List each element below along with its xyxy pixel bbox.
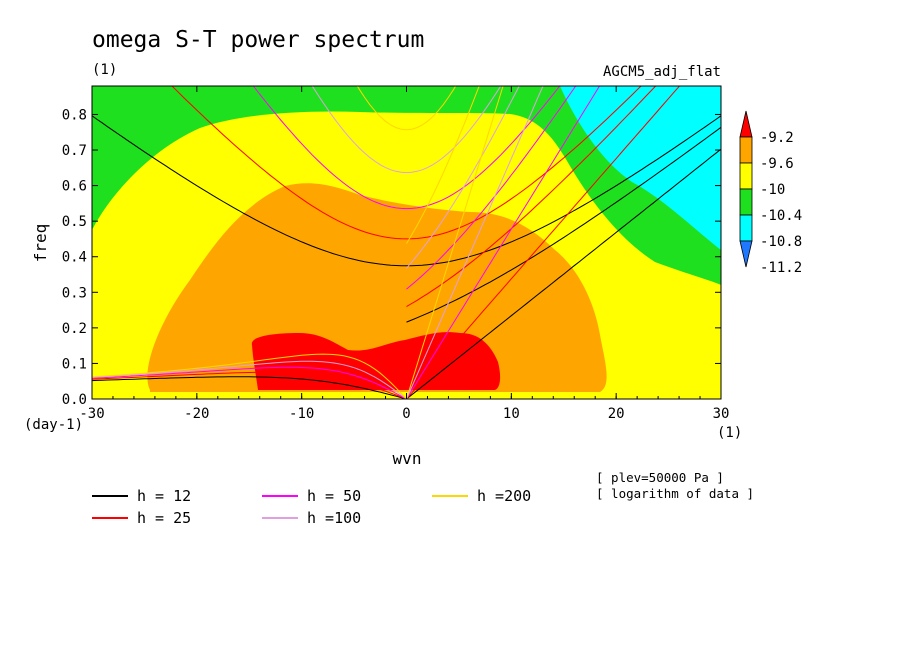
plot-area (92, 86, 721, 399)
x-tick-label: 20 (608, 406, 625, 422)
chart-subtitle-right: AGCM5_adj_flat (603, 64, 721, 80)
chart-subtitle-left: (1) (92, 62, 117, 78)
dispersion-curves (92, 86, 721, 399)
colorbar-segment (739, 136, 753, 164)
y-axis-unit: (day-1) (24, 417, 83, 433)
colorbar-label: -9.2 (760, 130, 794, 146)
dispersion-h50-er (92, 366, 407, 399)
colorbar-segment (739, 162, 753, 190)
dispersion-h50-mrg (406, 86, 577, 290)
colorbar-segment (739, 188, 753, 216)
legend-label: h =200 (477, 487, 531, 505)
colorbar: -9.2 -9.6 -10 -10.4 -10.8 -11.2 (739, 110, 802, 276)
x-tick-label: 10 (503, 406, 520, 422)
dispersion-h100-kelvin (406, 86, 544, 399)
dispersion-h200-kelvin (406, 86, 504, 399)
y-tick-label: 0.1 (62, 356, 87, 372)
note-plev: [ plev=50000 Pa ] (596, 470, 724, 485)
dispersion-h200-er (92, 353, 407, 399)
legend-label: h = 25 (137, 509, 191, 527)
y-tick-label: 0.5 (62, 214, 87, 230)
x-axis-unit: (1) (717, 425, 742, 441)
colorbar-label: -10.8 (760, 234, 802, 250)
legend-label: h = 12 (137, 487, 191, 505)
dispersion-h50-ig (252, 86, 561, 210)
y-tick-label: 0.2 (62, 321, 87, 337)
dispersion-h12-er (92, 376, 407, 399)
legend: h = 12 h = 25 h = 50 h =100 h =200 (92, 487, 531, 527)
x-tick-label: -20 (184, 406, 209, 422)
x-tick-label: -30 (79, 406, 104, 422)
dispersion-h25-kelvin (406, 86, 681, 399)
dispersion-h200-ig (356, 86, 457, 131)
dispersion-h200-mrg (406, 86, 480, 244)
dispersion-h100-ig (311, 86, 502, 174)
y-tick-label: 0.4 (62, 250, 87, 266)
dispersion-h100-er (92, 360, 407, 399)
y-axis-label: freq (31, 224, 50, 263)
colorbar-label: -11.2 (760, 260, 802, 276)
legend-label: h = 50 (307, 487, 361, 505)
x-tick-label: -10 (289, 406, 314, 422)
colorbar-label: -10 (760, 182, 785, 198)
colorbar-segment (739, 214, 753, 242)
colorbar-label: -10.4 (760, 208, 802, 224)
dispersion-h25-mrg (406, 86, 657, 308)
y-tick-label: 0.3 (62, 285, 87, 301)
axes: -30 -20 -10 0 10 20 30 0.0 0.1 0.2 0.3 0.4 0.5 0.6 0.7… (62, 86, 730, 422)
dispersion-h100-mrg (406, 86, 520, 269)
x-axis-label: wvn (393, 449, 422, 468)
colorbar-label: -9.6 (760, 156, 794, 172)
x-tick-label: 0 (402, 406, 410, 422)
dispersion-h50-kelvin (406, 86, 601, 399)
colorbar-bottom-arrow (739, 240, 753, 268)
dispersion-h12-ig (92, 115, 721, 267)
chart-title: omega S-T power spectrum (92, 27, 424, 53)
colorbar-top-arrow (739, 110, 753, 138)
legend-label: h =100 (307, 509, 361, 527)
y-tick-label: 0.8 (62, 107, 87, 123)
dispersion-h25-ig (171, 86, 642, 240)
y-tick-label: 0.0 (62, 392, 87, 408)
dispersion-h12-kelvin (406, 148, 721, 399)
dispersion-h25-er (92, 371, 407, 399)
note-log: [ logarithm of data ] (596, 486, 754, 501)
y-tick-label: 0.6 (62, 179, 87, 195)
x-tick-label: 30 (713, 406, 730, 422)
contour-band-red (251, 332, 501, 390)
y-tick-label: 0.7 (62, 143, 87, 159)
dispersion-h12-mrg (406, 126, 721, 323)
